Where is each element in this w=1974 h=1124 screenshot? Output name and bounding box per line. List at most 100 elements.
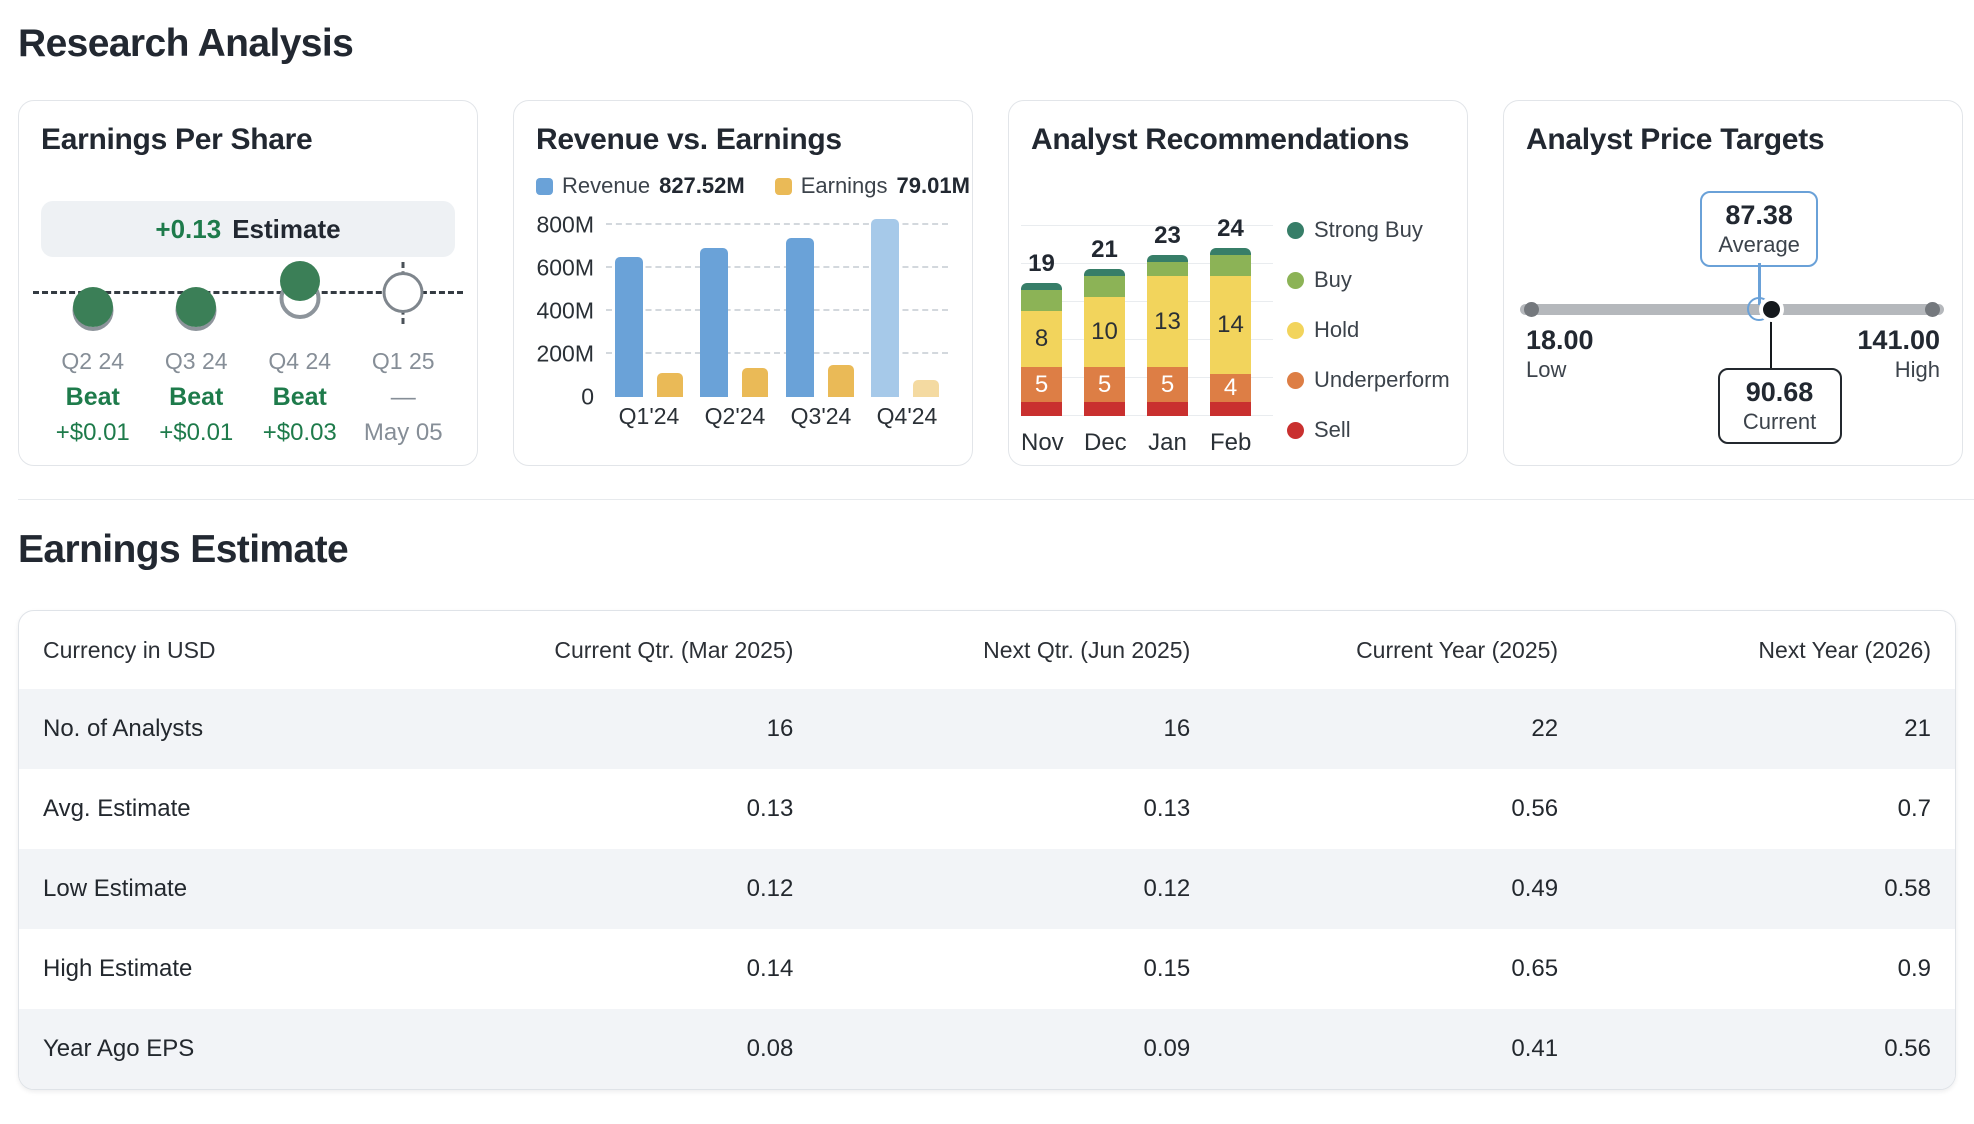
current-connector-line xyxy=(1769,316,1773,368)
recommendations-total-label: 21 xyxy=(1091,236,1118,263)
earnings-per-share-card: Earnings Per Share +0.13 Estimate Q2 24 B… xyxy=(18,100,478,466)
eps-quarter-label: Q3 24 xyxy=(164,348,228,374)
eps-quarter-label: Q4 24 xyxy=(268,348,332,374)
month-label: Feb xyxy=(1210,429,1252,456)
earnings-bar xyxy=(827,365,854,397)
revenue-x-tick-label: Q1'24 xyxy=(618,403,680,429)
price-target-track xyxy=(1520,304,1944,315)
value-cell: 0.58 xyxy=(1884,875,1931,902)
buy-segment xyxy=(1084,276,1125,297)
month-label: Nov xyxy=(1021,429,1064,456)
table-header-cell: Current Qtr. (Mar 2025) xyxy=(554,636,794,663)
eps-quarter-labels: Q2 24 Beat +$0.01 Q3 24 Beat +$0.01 Q4 24 Beat +… xyxy=(41,348,455,447)
average-target-label: Average xyxy=(1718,232,1800,257)
sell-segment xyxy=(1210,402,1251,416)
table-header-cell: Next Qtr. (Jun 2025) xyxy=(983,636,1191,663)
eps-delta-label: May 05 xyxy=(363,419,443,446)
recommendations-total-label: 19 xyxy=(1028,250,1055,277)
revenue-plot-area xyxy=(606,219,948,397)
price-targets-card-title: Analyst Price Targets xyxy=(1526,123,1825,156)
value-cell: 0.56 xyxy=(1511,795,1559,822)
revenue-x-tick-label: Q3'24 xyxy=(790,403,852,429)
strong-buy-segment xyxy=(1210,248,1251,255)
value-cell: 22 xyxy=(1531,715,1559,742)
eps-result-label: — xyxy=(390,383,416,411)
recommendations-month-labels: Nov Dec Jan Feb xyxy=(1021,429,1251,457)
underperform-segment: 5 xyxy=(1147,367,1188,402)
revenue-y-tick-label: 200M xyxy=(536,340,594,367)
month-label: Jan xyxy=(1148,429,1187,456)
underperform-segment: 5 xyxy=(1021,367,1062,402)
value-cell: 0.13 xyxy=(746,795,794,822)
value-cell: 16 xyxy=(1163,715,1191,742)
value-cell: 0.08 xyxy=(746,1035,794,1062)
high-target-value: 141.00 xyxy=(1857,325,1940,355)
revenue-y-tick-label: 0 xyxy=(581,383,594,410)
legend-label: Sell xyxy=(1314,417,1351,442)
current-price-value: 90.68 xyxy=(1745,377,1814,407)
eps-estimate-pill: +0.13 Estimate xyxy=(41,201,455,257)
high-target: 141.00 High xyxy=(1857,325,1940,383)
recommendations-total-label: 23 xyxy=(1154,222,1181,249)
recommendations-total-label: 24 xyxy=(1217,215,1244,242)
research-analysis-page: Research Analysis Earnings Per Share +0.… xyxy=(18,22,1974,1090)
value-cell: 0.09 xyxy=(1143,1035,1191,1062)
recommendations-bar-feb: 24 14 4 xyxy=(1210,215,1251,416)
table-row-avg-estimate: Avg. Estimate 0.13 0.13 0.56 0.7 xyxy=(19,769,1955,849)
eps-chart xyxy=(33,257,463,343)
legend-item-hold: Hold xyxy=(1287,317,1450,343)
eps-estimate-suffix: Estimate xyxy=(232,213,341,244)
value-cell: 0.41 xyxy=(1511,1035,1559,1062)
value-cell: 0.7 xyxy=(1897,795,1931,822)
revenue-bar xyxy=(614,257,643,397)
value-cell: 0.14 xyxy=(746,955,794,982)
eps-quarter-q3-24: Q3 24 Beat +$0.01 xyxy=(145,348,249,447)
recommendations-card-title: Analyst Recommendations xyxy=(1031,123,1410,156)
average-target-box: 87.38 Average xyxy=(1700,191,1819,267)
revenue-gridline xyxy=(606,309,948,311)
strong-buy-segment xyxy=(1021,283,1062,290)
buy-segment xyxy=(1147,262,1188,276)
recommendations-bar-jan: 23 13 5 xyxy=(1147,222,1188,416)
eps-estimate-ring xyxy=(382,272,424,313)
revenue-bar xyxy=(785,238,814,397)
legend-label: Strong Buy xyxy=(1314,217,1423,242)
eps-marker-q1-25 xyxy=(352,257,456,343)
cards-row: Earnings Per Share +0.13 Estimate Q2 24 B… xyxy=(18,100,1963,466)
revenue-vs-earnings-card: Revenue vs. Earnings Revenue 827.52M Earni… xyxy=(513,100,973,466)
row-label-cell: No. of Analysts xyxy=(43,715,204,742)
value-cell: 0.13 xyxy=(1143,795,1191,822)
value-cell: 0.65 xyxy=(1511,955,1559,982)
recommendations-bars: 19 8 5 21 10 5 23 13 5 24 14 4 xyxy=(1021,215,1251,416)
hold-segment: 10 xyxy=(1084,297,1125,367)
low-target-value: 18.00 xyxy=(1526,325,1594,355)
legend-item-underperform: Underperform xyxy=(1287,367,1450,393)
table-row-no-of-analysts: No. of Analysts 16 16 22 21 xyxy=(19,689,1955,769)
revenue-y-tick-label: 600M xyxy=(536,254,594,281)
revenue-bar xyxy=(700,248,729,397)
stacked-bar: 10 5 xyxy=(1084,269,1125,416)
legend-item-buy: Buy xyxy=(1287,267,1450,293)
table-header-cell: Current Year (2025) xyxy=(1356,636,1559,663)
eps-result-label: Beat xyxy=(169,383,224,411)
buy-segment xyxy=(1021,290,1062,311)
revenue-x-tick-label: Q2'24 xyxy=(704,403,766,429)
average-connector-line xyxy=(1758,263,1761,305)
eps-quarter-label: Q1 25 xyxy=(371,348,435,374)
section-divider xyxy=(18,499,1974,500)
recommendations-bar-dec: 21 10 5 xyxy=(1084,236,1125,416)
legend-label: Revenue xyxy=(562,173,651,198)
earnings-estimate-title: Earnings Estimate xyxy=(18,528,349,571)
table-row-year-ago-eps: Year Ago EPS 0.08 0.09 0.41 0.56 xyxy=(19,1009,1955,1089)
eps-card-title: Earnings Per Share xyxy=(41,123,313,156)
eps-actual-dot xyxy=(279,261,320,301)
earnings-bar xyxy=(656,373,683,397)
legend-dot-icon xyxy=(1287,221,1304,239)
legend-label: Hold xyxy=(1314,317,1360,342)
legend-dot-icon xyxy=(1287,321,1304,339)
revenue-y-tick-label: 400M xyxy=(536,297,594,324)
legend-swatch-icon xyxy=(774,177,792,195)
value-cell: 0.49 xyxy=(1511,875,1559,902)
current-price-label: Current xyxy=(1742,409,1817,434)
legend-item-strong-buy: Strong Buy xyxy=(1287,217,1450,243)
